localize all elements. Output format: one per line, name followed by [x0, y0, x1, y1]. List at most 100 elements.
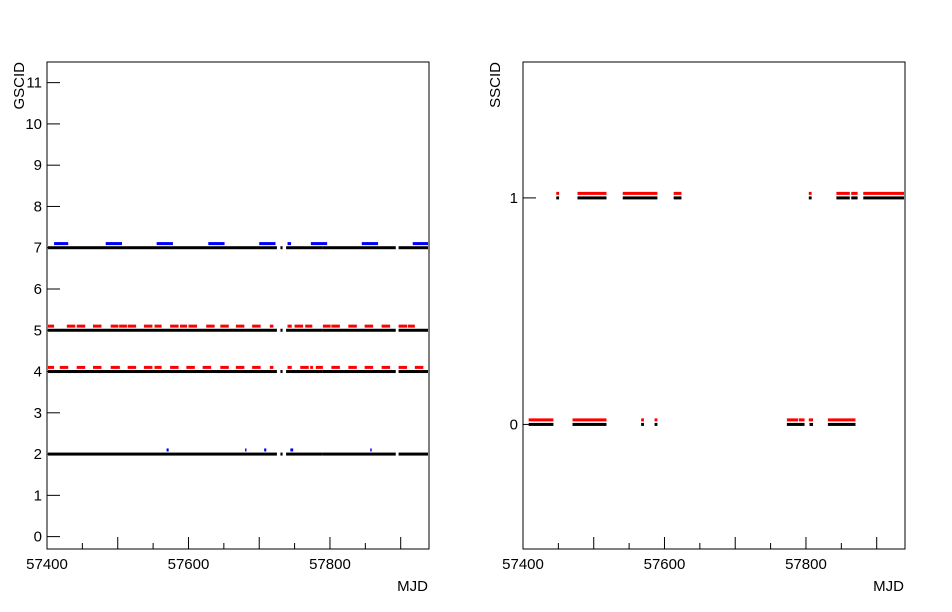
data-segment	[381, 365, 391, 369]
data-segment	[556, 191, 560, 195]
data-segment	[322, 324, 331, 328]
sscid-panel: 57400 57600 57800 0 1 MJD SSCID	[487, 61, 906, 595]
data-segment	[280, 246, 283, 250]
data-segment	[786, 418, 799, 422]
data-segment	[48, 328, 277, 332]
data-segment	[220, 324, 229, 328]
data-segment	[280, 370, 283, 374]
y-tick-label: 7	[34, 240, 42, 257]
data-segment	[92, 324, 102, 328]
data-segment	[398, 365, 408, 369]
data-segment	[166, 448, 169, 452]
data-segment	[407, 324, 415, 328]
gscid-panel: 57400 57600 57800 0 1 2 3 4 5 6 7 8 9 10 11 MJD GSCID	[11, 61, 430, 595]
data-segment	[827, 418, 856, 422]
data-segment	[208, 242, 225, 246]
data-segment	[348, 324, 357, 328]
data-segment	[808, 196, 812, 200]
data-segment	[154, 324, 162, 328]
y-axis-label: GSCID	[11, 62, 28, 110]
x-tick-label: 57400	[502, 556, 544, 573]
data-segment	[105, 242, 122, 246]
data-segment	[127, 324, 137, 328]
data-segment	[235, 365, 245, 369]
data-segment	[92, 365, 102, 369]
data-segment	[414, 365, 424, 369]
y-tick-label: 1	[34, 487, 42, 504]
data-segment	[808, 191, 812, 195]
data-segment	[48, 452, 277, 456]
data-segment	[143, 324, 153, 328]
data-segment	[206, 324, 215, 328]
data-segment	[245, 448, 247, 452]
data-segment	[673, 191, 682, 195]
data-segment	[286, 328, 323, 332]
data-segment	[577, 191, 607, 195]
x-tick-label: 57600	[168, 556, 210, 573]
data-segment	[398, 246, 428, 250]
plot-frame	[522, 61, 906, 550]
data-segment	[110, 324, 119, 328]
y-tick-label: 5	[34, 322, 42, 339]
data-segment	[66, 324, 76, 328]
data-segment	[287, 365, 292, 369]
data-segment	[48, 246, 277, 250]
data-segment	[809, 422, 814, 426]
x-axis-label: MJD	[397, 578, 428, 595]
data-segment	[398, 328, 428, 332]
data-segment	[836, 196, 850, 200]
x-tick-label: 57800	[309, 556, 351, 573]
plot-frame	[46, 61, 430, 550]
data-segment	[286, 246, 323, 250]
data-segment	[127, 365, 137, 369]
data-segment	[398, 324, 408, 328]
data-segment	[556, 196, 560, 200]
data-segment	[827, 422, 856, 426]
y-tick-label: 2	[34, 446, 42, 463]
data-segment	[170, 365, 179, 369]
data-segment	[76, 324, 86, 328]
data-segment	[269, 324, 274, 328]
y-tick-label: 0	[510, 416, 518, 433]
data-segment	[235, 324, 245, 328]
data-segment	[54, 242, 69, 246]
data-segment	[863, 196, 904, 200]
x-tick-label: 57600	[644, 556, 686, 573]
data-segment	[577, 196, 607, 200]
data-segment	[252, 365, 261, 369]
y-axis-label: SSCID	[487, 62, 504, 108]
x-tick-label: 57800	[785, 556, 827, 573]
data-segment	[48, 324, 55, 328]
data-segment	[48, 365, 55, 369]
data-segment	[286, 452, 323, 456]
data-segment	[154, 365, 162, 369]
data-segment	[528, 418, 554, 422]
data-segment	[381, 324, 391, 328]
data-segment	[315, 365, 323, 369]
data-segment	[287, 324, 292, 328]
data-segment	[269, 365, 274, 369]
data-segment	[322, 246, 396, 250]
data-segment	[851, 191, 858, 195]
data-segment	[654, 418, 658, 422]
data-segment	[202, 365, 212, 369]
data-segment	[59, 365, 69, 369]
data-segment	[654, 422, 658, 426]
data-segment	[673, 196, 682, 200]
data-segment	[370, 448, 372, 452]
data-segment	[305, 324, 313, 328]
data-segment	[264, 448, 267, 452]
data-segment	[528, 422, 554, 426]
data-segment	[622, 191, 658, 195]
data-segment	[331, 365, 340, 369]
y-tick-label: 3	[34, 405, 42, 422]
y-tick-label: 10	[25, 116, 42, 133]
data-segment	[76, 365, 86, 369]
data-segment	[398, 452, 428, 456]
data-segment	[851, 196, 858, 200]
data-segment	[179, 324, 188, 328]
data-segment	[364, 324, 374, 328]
data-segment	[361, 242, 379, 246]
